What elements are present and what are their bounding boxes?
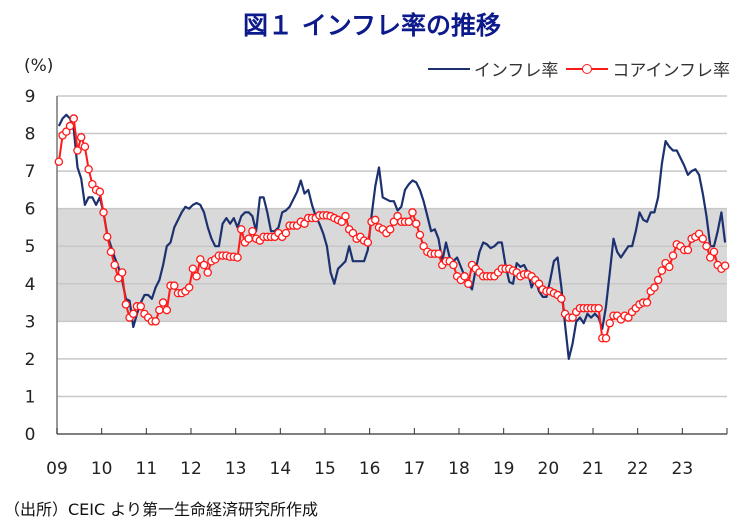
- x-tick-label: 23: [672, 459, 694, 479]
- core-inflation-point: [244, 234, 253, 243]
- core-inflation-point: [136, 302, 145, 311]
- source-note: （出所）CEIC より第一生命経済研究所作成: [4, 500, 318, 519]
- core-inflation-point: [404, 217, 413, 227]
- legend-swatch-inflation: [427, 67, 470, 70]
- core-inflation-point: [80, 142, 90, 151]
- legend-swatch-core-inflation: [566, 62, 609, 76]
- core-inflation-point: [151, 317, 160, 326]
- core-inflation-point: [650, 283, 659, 292]
- core-inflation-point: [84, 164, 93, 174]
- core-inflation-point: [434, 249, 443, 258]
- x-tick-label: 12: [180, 459, 202, 479]
- chart-title: 図１ インフレ率の推移: [243, 11, 501, 40]
- core-inflation-point: [370, 215, 380, 225]
- x-tick-label: 15: [314, 459, 336, 479]
- core-inflation-point: [54, 157, 64, 166]
- core-inflation-point: [162, 305, 172, 315]
- core-inflation-point: [411, 219, 421, 228]
- inflation-line: [57, 113, 727, 360]
- core-inflation-point: [236, 225, 246, 234]
- core-inflation-point: [363, 238, 373, 247]
- legend-label-core-inflation: コアインフレ率: [612, 61, 730, 81]
- x-tick-label: 20: [538, 459, 560, 479]
- x-tick-label: 14: [270, 459, 292, 479]
- x-tick-label: 22: [627, 459, 649, 479]
- core-inflation-point: [460, 272, 469, 281]
- core-inflation-point: [192, 272, 201, 281]
- y-tick-label: 2: [25, 350, 36, 370]
- core-inflation-point: [155, 305, 164, 315]
- x-tick-label: 16: [359, 459, 381, 479]
- core-inflation-point: [69, 114, 79, 123]
- core-inflation-point: [158, 298, 168, 307]
- x-tick-label: 09: [46, 459, 68, 479]
- x-tick-label: 18: [448, 459, 470, 479]
- y-tick-label: 8: [25, 125, 36, 145]
- y-tick-label: 9: [25, 87, 36, 107]
- core-inflation-point: [169, 281, 179, 290]
- core-inflation-point: [594, 303, 603, 313]
- y-tick-label: 7: [25, 162, 36, 182]
- core-inflation-point: [385, 225, 395, 234]
- core-inflation-point: [720, 261, 730, 271]
- core-inflation-point: [73, 146, 82, 155]
- core-inflation-point: [709, 247, 719, 257]
- core-inflation-point: [203, 268, 212, 277]
- y-tick-label: 6: [25, 200, 36, 220]
- core-inflation-point: [464, 279, 473, 289]
- core-inflation-point: [642, 298, 652, 307]
- x-tick-label: 13: [225, 459, 247, 479]
- core-inflation-point: [233, 253, 242, 262]
- y-tick-label: 0: [25, 425, 36, 445]
- core-inflation-point: [76, 133, 86, 142]
- core-inflation-point: [653, 275, 663, 285]
- x-tick-label: 10: [91, 459, 113, 479]
- x-tick-label: 19: [493, 459, 515, 479]
- core-inflation-point: [184, 283, 194, 292]
- legend: インフレ率 コアインフレ率: [427, 56, 730, 81]
- core-inflation-point: [605, 318, 615, 328]
- core-inflation-point: [248, 226, 257, 236]
- core-inflation-point: [683, 245, 693, 255]
- core-inflation-point: [65, 121, 75, 131]
- core-inflation-point: [449, 260, 458, 270]
- core-inflation-point: [698, 234, 708, 243]
- core-inflation-point: [129, 309, 138, 319]
- core-inflation-point: [557, 294, 566, 304]
- core-inflation-point: [106, 247, 116, 257]
- core-inflation-point: [103, 232, 112, 242]
- y-tick-label: 3: [25, 312, 36, 332]
- core-inflation-point: [601, 333, 611, 343]
- x-tick-label: 21: [582, 459, 604, 479]
- core-inflation-point: [117, 268, 127, 277]
- core-inflation-point: [665, 262, 674, 272]
- core-inflation-point: [408, 208, 417, 217]
- y-axis-unit-label: (%): [24, 56, 54, 76]
- x-tick-label: 17: [404, 459, 426, 479]
- core-inflation-point: [281, 228, 291, 238]
- y-tick-label: 5: [25, 237, 36, 257]
- y-tick-label: 4: [25, 275, 36, 295]
- x-tick-label: 11: [136, 459, 158, 479]
- core-inflation-point: [668, 251, 678, 260]
- core-inflation-point: [702, 241, 711, 251]
- core-inflation-point: [110, 260, 119, 270]
- core-inflation-point: [121, 300, 131, 309]
- core-inflation-point: [95, 187, 105, 197]
- core-inflation-point: [199, 260, 209, 270]
- core-inflation-point: [99, 208, 108, 217]
- y-tick-label: 1: [25, 387, 36, 407]
- core-inflation-point: [657, 266, 667, 275]
- core-inflation-point: [188, 264, 198, 274]
- legend-label-inflation: インフレ率: [473, 61, 559, 81]
- core-inflation-point: [341, 211, 350, 221]
- core-inflation-point: [415, 230, 425, 240]
